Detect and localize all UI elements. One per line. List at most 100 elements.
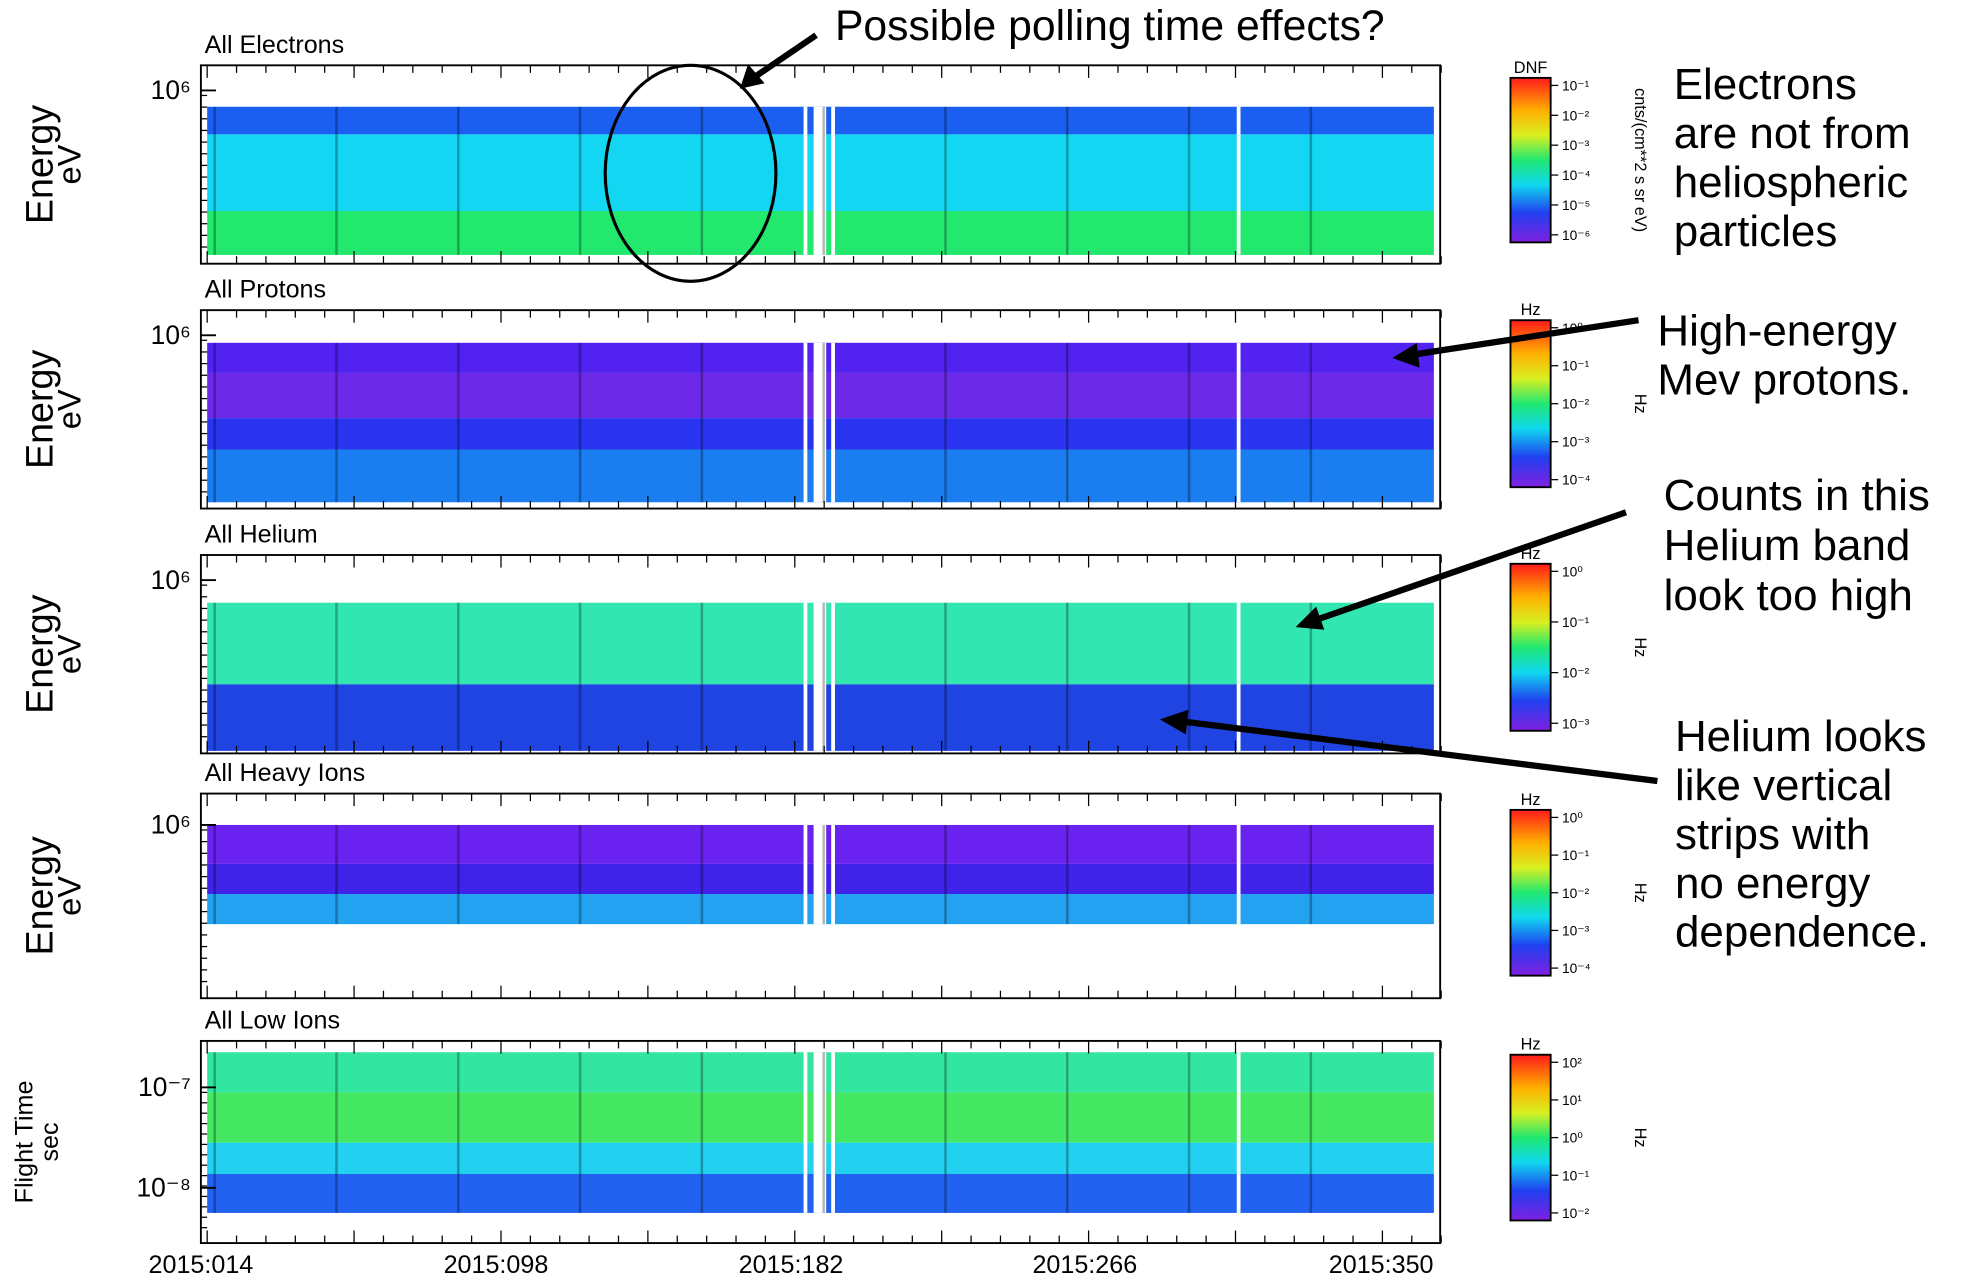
colorbar-tick-label: 10⁻¹ bbox=[1562, 1167, 1590, 1183]
time-strip bbox=[944, 106, 947, 255]
y-axis-label: eV bbox=[50, 389, 87, 429]
time-strip bbox=[700, 1052, 704, 1213]
annotation-text: Counts in this bbox=[1664, 471, 1930, 520]
data-gap bbox=[803, 342, 808, 503]
time-strip bbox=[700, 824, 704, 925]
time-strip bbox=[335, 106, 338, 255]
time-strip bbox=[1309, 1052, 1313, 1213]
colorbar-tick-label: 10⁻³ bbox=[1562, 137, 1590, 153]
time-strip bbox=[457, 602, 460, 751]
colorbar-tick-label: 10⁻³ bbox=[1562, 922, 1590, 938]
time-strip bbox=[822, 106, 825, 255]
colorbar-tick-label: 10⁻¹ bbox=[1562, 358, 1590, 374]
time-strip bbox=[700, 342, 704, 503]
time-strip bbox=[822, 602, 825, 751]
time-strip bbox=[700, 602, 704, 751]
time-strip bbox=[1309, 342, 1313, 503]
time-strip bbox=[944, 1052, 947, 1213]
time-strip bbox=[578, 106, 582, 255]
time-strip bbox=[1187, 824, 1191, 925]
data-gap bbox=[813, 602, 827, 751]
colorbar-tick-label: 10⁻⁴ bbox=[1562, 472, 1591, 488]
time-strip bbox=[944, 1052, 947, 1213]
time-strip bbox=[1187, 602, 1191, 751]
time-strip bbox=[578, 1052, 582, 1213]
colorbar-tick-label: 10⁻² bbox=[1562, 1205, 1590, 1221]
time-strip bbox=[944, 602, 947, 751]
data-gap bbox=[831, 824, 835, 925]
time-strip bbox=[335, 602, 338, 751]
data-gap bbox=[803, 602, 808, 751]
time-strip bbox=[1187, 342, 1191, 503]
time-strip bbox=[1309, 1052, 1313, 1213]
time-strip bbox=[457, 106, 460, 255]
time-strip bbox=[822, 602, 825, 751]
time-strip bbox=[944, 824, 947, 925]
time-strip bbox=[213, 1052, 216, 1213]
colorbar-unit: cnts/(cm**2 s sr eV) bbox=[1631, 88, 1649, 232]
arrowhead bbox=[1159, 709, 1189, 735]
time-strip bbox=[1065, 1052, 1069, 1213]
time-strip bbox=[1065, 106, 1069, 255]
time-strip bbox=[1187, 342, 1191, 503]
time-strip bbox=[335, 106, 338, 255]
time-strip bbox=[1065, 602, 1069, 751]
arrow bbox=[1415, 317, 1640, 358]
time-strip bbox=[1065, 1052, 1069, 1213]
time-strip bbox=[1309, 602, 1313, 751]
panel-title: All Low Ions bbox=[205, 1006, 340, 1034]
annotation-text: Helium band bbox=[1664, 521, 1911, 570]
time-strip bbox=[822, 342, 825, 503]
time-strip bbox=[1065, 342, 1069, 503]
time-strip bbox=[700, 824, 704, 925]
arrowhead bbox=[1392, 343, 1420, 368]
y-tick-label: 10⁶ bbox=[151, 810, 191, 840]
colorbar-tick-label: 10⁻¹ bbox=[1562, 847, 1590, 863]
data-gap bbox=[831, 1052, 835, 1213]
y-axis-label: sec bbox=[36, 1122, 64, 1161]
y-axis-label: eV bbox=[50, 634, 87, 674]
panel-title: All Helium bbox=[205, 520, 318, 548]
time-strip bbox=[1309, 824, 1313, 925]
time-strip bbox=[1309, 824, 1313, 925]
time-strip bbox=[822, 106, 825, 255]
annotation-text: are not from bbox=[1674, 109, 1911, 158]
time-strip bbox=[213, 602, 216, 751]
time-strip bbox=[700, 824, 704, 925]
arrow bbox=[1186, 718, 1658, 785]
time-strip bbox=[1065, 602, 1069, 751]
time-strip bbox=[578, 1052, 582, 1213]
colorbar bbox=[1509, 562, 1552, 732]
plot-frame bbox=[199, 309, 1442, 510]
colorbar-label: DNF bbox=[1514, 59, 1548, 77]
time-strip bbox=[1187, 106, 1191, 255]
time-strip bbox=[700, 106, 704, 255]
time-strip bbox=[944, 106, 947, 255]
time-strip bbox=[822, 1052, 825, 1213]
time-strip bbox=[457, 342, 460, 503]
time-strip bbox=[1065, 106, 1069, 255]
colorbar bbox=[1509, 808, 1552, 977]
time-strip bbox=[700, 106, 704, 255]
time-strip bbox=[335, 602, 338, 751]
time-strip bbox=[822, 342, 825, 503]
annotations: Possible polling time effects? Electronsa… bbox=[603, 2, 1930, 957]
time-strip bbox=[457, 1052, 460, 1213]
highlight-ellipse bbox=[603, 63, 778, 283]
time-strip bbox=[457, 1052, 460, 1213]
data-gap bbox=[831, 602, 835, 751]
panel-title: All Electrons bbox=[205, 31, 345, 59]
annotation-text: like vertical bbox=[1675, 761, 1892, 810]
time-strip bbox=[578, 824, 582, 925]
time-strip bbox=[1309, 824, 1313, 925]
time-strip bbox=[944, 602, 947, 751]
time-strip bbox=[822, 602, 825, 751]
time-strip bbox=[700, 342, 704, 503]
time-strip bbox=[578, 824, 582, 925]
time-strip bbox=[457, 342, 460, 503]
arrowhead bbox=[739, 64, 765, 89]
time-strip bbox=[335, 106, 338, 255]
time-strip bbox=[457, 824, 460, 925]
time-strip bbox=[213, 824, 216, 925]
